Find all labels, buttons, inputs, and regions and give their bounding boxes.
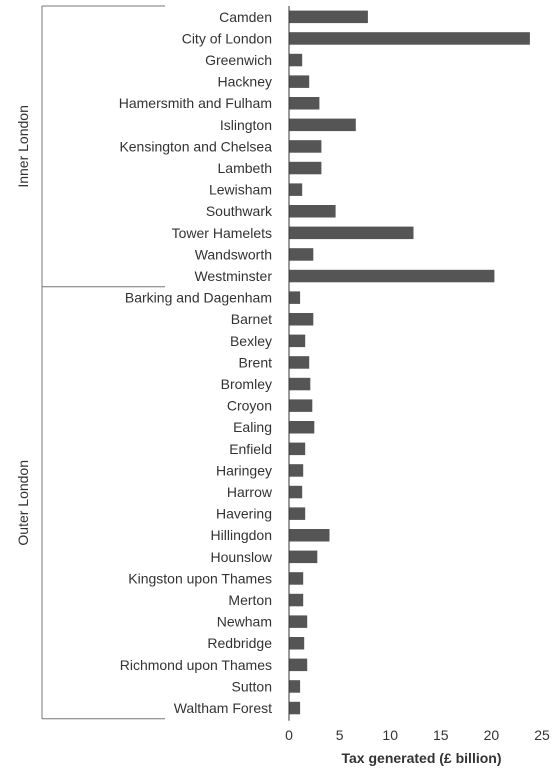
category-label: Bexley	[230, 333, 272, 349]
bar-camden	[289, 10, 368, 24]
category-label: Brent	[239, 354, 273, 370]
bar-kensington-and-chelsea	[289, 140, 322, 153]
bar-havering	[289, 507, 306, 520]
x-tick-label: 25	[534, 727, 550, 743]
group-brackets	[41, 5, 165, 720]
x-axis-label: Tax generated (£ billion)	[342, 750, 502, 766]
bar-bexley	[289, 334, 306, 348]
category-label: Bromley	[221, 376, 272, 392]
bar-hackney	[289, 75, 310, 88]
category-labels: Camden City of London Greenwich Hackney Hame…	[119, 9, 273, 716]
category-label: Richmond upon Thames	[120, 657, 272, 673]
bar-haringey	[289, 464, 304, 477]
bar-city-of-london	[289, 32, 530, 45]
category-label: Merton	[228, 592, 272, 608]
category-label: Hounslow	[211, 549, 273, 565]
bar-richmond-upon-thames	[289, 658, 308, 672]
category-label: Hillingdon	[211, 527, 272, 543]
group-label-outer-london: Outer London	[15, 460, 31, 546]
x-tick-label: 20	[484, 727, 500, 743]
bar-hounslow	[289, 550, 318, 564]
bar-barnet	[289, 313, 314, 326]
category-label: Barking and Dagenham	[125, 290, 272, 306]
bar-croyon	[289, 399, 313, 412]
category-label: Harrow	[227, 484, 273, 500]
group-label-inner-london: Inner London	[15, 105, 31, 188]
bar-ealing	[289, 421, 315, 434]
bar-hillingdon	[289, 529, 330, 542]
category-label: Hamersmith and Fulham	[119, 95, 272, 111]
category-label: Sutton	[232, 678, 272, 694]
category-label: City of London	[182, 30, 272, 46]
category-label: Kensington and Chelsea	[119, 138, 272, 154]
bar-lambeth	[289, 161, 322, 175]
bar-newham	[289, 615, 308, 628]
bar-islington	[289, 118, 356, 132]
category-label: Croyon	[227, 398, 272, 414]
category-label: Redbridge	[207, 635, 272, 651]
bar-barking-and-dagenham	[289, 291, 301, 304]
category-label: Havering	[216, 506, 272, 522]
category-label: Westminster	[194, 268, 272, 284]
x-tick-label: 0	[285, 727, 293, 743]
category-label: Barnet	[231, 311, 272, 327]
bar-redbridge	[289, 637, 305, 650]
category-label: Lewisham	[209, 182, 272, 198]
bar-merton	[289, 593, 304, 607]
x-tick-label: 15	[433, 727, 449, 743]
category-label: Islington	[220, 117, 272, 133]
bar-harrow	[289, 485, 303, 499]
bar-enfield	[289, 442, 306, 456]
bar-hamersmith-and-fulham	[289, 97, 320, 110]
category-label: Tower Hamelets	[172, 225, 272, 241]
category-label: Camden	[219, 9, 272, 25]
category-label: Southwark	[206, 203, 273, 219]
bar-sutton	[289, 680, 301, 693]
bar-kingston-upon-thames	[289, 572, 304, 585]
bars	[289, 10, 530, 715]
bar-bromley	[289, 377, 311, 391]
category-label: Hackney	[218, 74, 272, 90]
group-labels: Inner London Outer London	[15, 105, 31, 545]
bar-wandsworth	[289, 248, 314, 261]
x-tick-label: 10	[382, 727, 398, 743]
category-label: Newham	[217, 614, 272, 630]
category-label: Haringey	[216, 462, 272, 478]
bar-westminster	[289, 269, 495, 283]
x-tick-labels: 0 5 10 15 20 25	[285, 727, 550, 743]
bar-tower-hamelets	[289, 226, 414, 240]
category-label: Waltham Forest	[174, 700, 272, 716]
x-tick-label: 5	[336, 727, 344, 743]
category-label: Ealing	[233, 419, 272, 435]
category-label: Wandsworth	[195, 246, 272, 262]
bar-waltham-forest	[289, 701, 301, 715]
bar-lewisham	[289, 183, 303, 196]
category-label: Kingston upon Thames	[128, 570, 272, 586]
bar-southwark	[289, 205, 336, 218]
category-label: Enfield	[229, 441, 272, 457]
category-label: Lambeth	[218, 160, 272, 176]
bar-brent	[289, 356, 310, 369]
bar-greenwich	[289, 53, 303, 67]
category-label: Greenwich	[205, 52, 272, 68]
